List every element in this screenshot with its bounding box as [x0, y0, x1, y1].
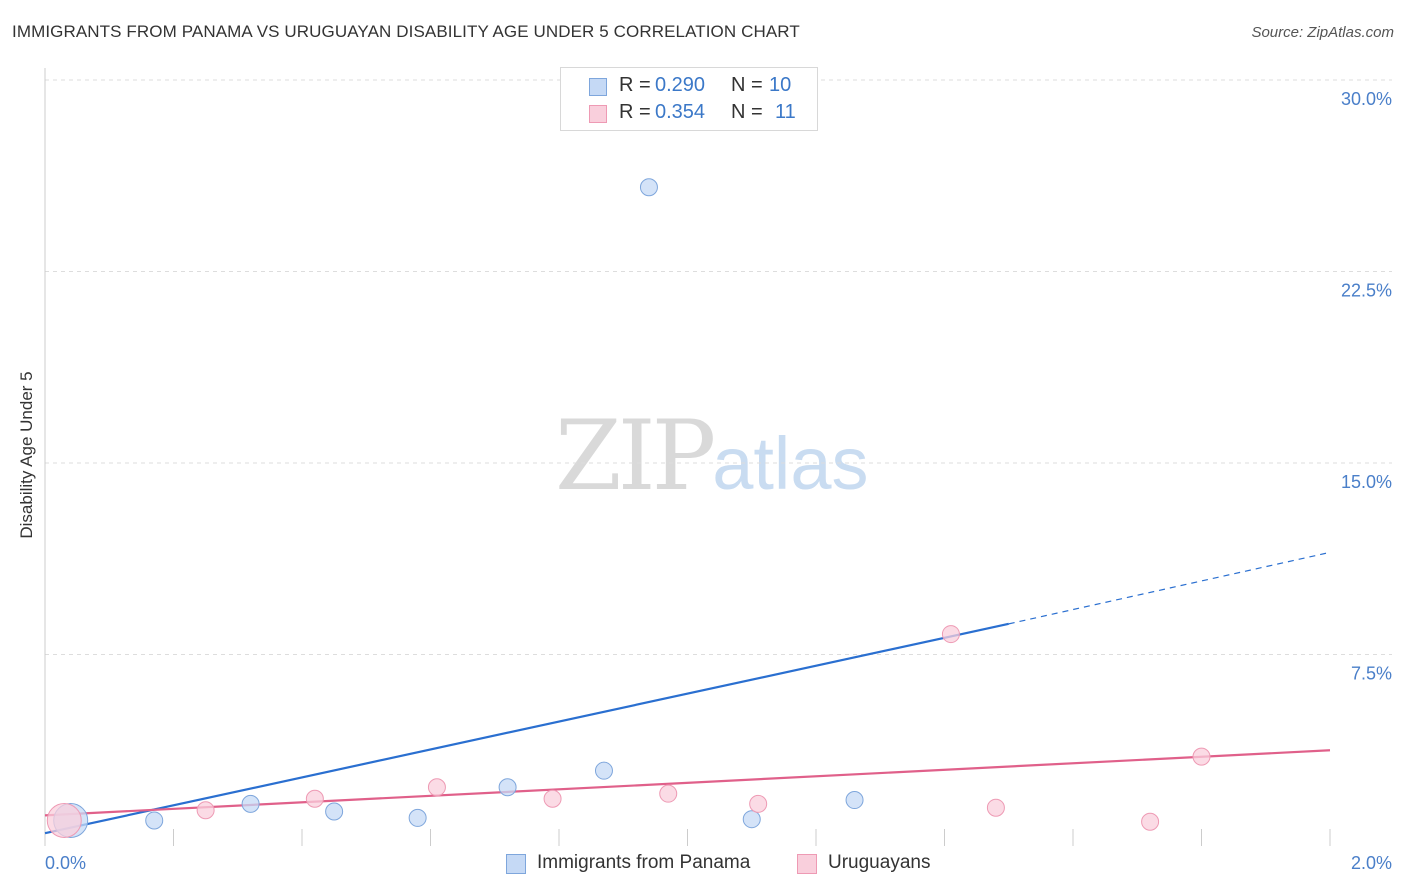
uruguayans-point — [427, 778, 446, 797]
watermark-zip: ZIP — [555, 400, 716, 512]
stats-row-uruguayans: R = 0.354 N = 11 — [561, 101, 817, 127]
series-legend: Immigrants from Panama Uruguayans — [0, 852, 1406, 878]
panama-point — [325, 802, 344, 821]
y-tick-label: 15.0% — [1341, 472, 1392, 492]
uruguayans-point — [46, 802, 82, 838]
uruguayans-point — [1141, 812, 1160, 831]
point-layer — [46, 178, 1211, 838]
uruguayans-point — [749, 794, 768, 813]
watermark: ZIPatlas — [555, 400, 869, 512]
x-tick-label-min: 0.0% — [45, 853, 86, 873]
uruguayans-point — [941, 625, 960, 644]
panama-swatch — [589, 78, 607, 96]
axis-layer — [44, 68, 1331, 846]
panama-point — [639, 178, 658, 197]
r-value: 0.354 — [655, 101, 706, 123]
r-label: R = — [619, 74, 651, 96]
uruguayans-point — [659, 784, 678, 803]
grid-layer — [45, 79, 1392, 655]
panama-trend-extension — [1008, 551, 1331, 625]
legend-panama-label: Immigrants from Panama — [537, 852, 751, 873]
y-tick-label: 30.0% — [1341, 89, 1392, 109]
n-label: N = — [731, 101, 763, 123]
source-credit: Source: ZipAtlas.com — [1251, 24, 1394, 41]
stats-legend: R = 0.290 N = 10 R = 0.354 N = 11 — [560, 67, 818, 131]
uruguayans-point — [1192, 747, 1211, 766]
uruguayans-point — [196, 801, 215, 820]
uruguayans-point — [543, 789, 562, 808]
r-value: 0.290 — [655, 74, 706, 96]
stats-row-panama: R = 0.290 N = 10 — [561, 74, 817, 100]
uruguayans-swatch — [589, 105, 607, 123]
n-value: 10 — [769, 74, 792, 96]
n-label: N = — [731, 74, 763, 96]
panama-point — [241, 794, 260, 813]
uruguayans-point — [986, 798, 1005, 817]
panama-trend-line — [44, 622, 1009, 835]
panama-point — [498, 778, 517, 797]
x-tick-label-max: 2.0% — [1351, 853, 1392, 873]
trend-layer — [44, 551, 1331, 835]
uruguayans-point — [305, 789, 324, 808]
legend-panama-swatch — [506, 854, 526, 874]
y-tick-label: 7.5% — [1351, 664, 1392, 684]
panama-point — [408, 808, 427, 827]
panama-point — [845, 791, 864, 810]
uruguayans-trend-line — [44, 749, 1331, 817]
n-value: 11 — [775, 101, 796, 123]
chart-title: IMMIGRANTS FROM PANAMA VS URUGUAYAN DISA… — [12, 22, 800, 41]
legend-uruguayans-swatch — [797, 854, 817, 874]
panama-point — [145, 811, 164, 830]
panama-point — [742, 810, 761, 829]
y-tick-label: 22.5% — [1341, 281, 1392, 301]
label-layer: 7.5% 15.0% 22.5% 30.0% 0.0% 2.0% — [45, 89, 1392, 873]
legend-uruguayans-label: Uruguayans — [828, 852, 931, 873]
r-label: R = — [619, 101, 651, 123]
panama-point — [594, 761, 613, 780]
